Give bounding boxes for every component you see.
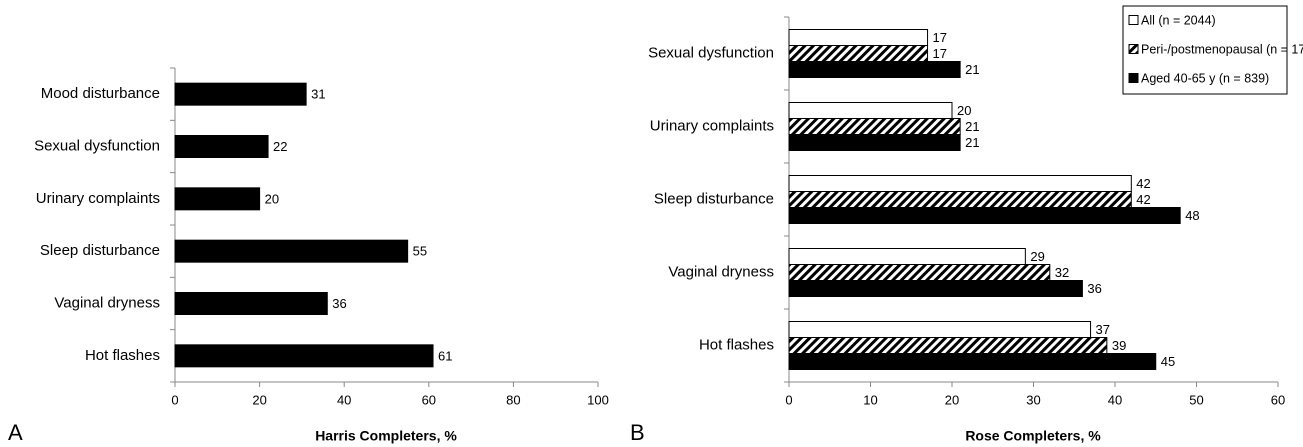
legend-label: Aged 40-65 y (n = 839) [1141, 71, 1269, 85]
bar [174, 135, 269, 158]
bar [788, 248, 1026, 265]
value-label: 55 [413, 244, 427, 259]
x-tick-label: 40 [337, 392, 351, 407]
bar [788, 29, 929, 46]
legend-box [1122, 5, 1288, 95]
bar [788, 353, 1157, 370]
x-axis-label: Rose Completers, % [965, 428, 1101, 444]
panel-label: A [8, 420, 23, 445]
legend-swatch [1128, 44, 1139, 54]
category-label: Mood disturbance [41, 85, 160, 102]
bar [788, 102, 953, 119]
bar [788, 175, 1132, 192]
bar [788, 61, 961, 78]
x-tick-label: 0 [785, 392, 792, 407]
x-axis-label: Harris Completers, % [315, 428, 457, 444]
category-label: Urinary complaints [36, 190, 160, 207]
bar [788, 118, 961, 135]
x-tick-label: 20 [945, 392, 959, 407]
value-label: 32 [1055, 265, 1069, 280]
x-tick-label: 10 [863, 392, 877, 407]
x-tick-label: 60 [422, 392, 436, 407]
category-label: Sexual dysfunction [648, 44, 774, 61]
value-label: 21 [965, 119, 979, 134]
bar [788, 264, 1051, 281]
category-label: Urinary complaints [650, 117, 774, 134]
value-label: 29 [1030, 249, 1044, 264]
category-label: Sleep disturbance [654, 190, 774, 207]
value-label: 42 [1136, 192, 1150, 207]
x-tick-label: 0 [171, 392, 178, 407]
category-label: Hot flashes [699, 336, 774, 353]
x-tick-label: 100 [587, 392, 609, 407]
x-tick-label: 30 [1026, 392, 1040, 407]
x-tick-label: 80 [506, 392, 520, 407]
value-label: 17 [933, 46, 947, 61]
bar [788, 321, 1092, 338]
legend-swatch [1128, 15, 1139, 25]
category-label: Vaginal dryness [54, 294, 160, 311]
x-tick-label: 40 [1108, 392, 1122, 407]
value-label: 20 [957, 103, 971, 118]
bar [788, 337, 1108, 354]
x-tick-label: 20 [252, 392, 266, 407]
value-label: 21 [965, 62, 979, 77]
category-label: Sexual dysfunction [34, 137, 160, 154]
value-label: 39 [1112, 338, 1126, 353]
value-label: 36 [1087, 281, 1101, 296]
panel-label: B [630, 420, 645, 445]
category-label: Vaginal dryness [668, 263, 774, 280]
value-label: 21 [965, 135, 979, 150]
bar [788, 280, 1083, 297]
category-label: Hot flashes [85, 347, 160, 364]
value-label: 17 [933, 30, 947, 45]
value-label: 20 [265, 191, 279, 206]
bar [788, 134, 961, 151]
bar [788, 207, 1181, 224]
value-label: 37 [1096, 322, 1110, 337]
category-label: Sleep disturbance [40, 242, 160, 259]
x-tick-label: 50 [1189, 392, 1203, 407]
value-label: 22 [273, 139, 287, 154]
x-tick-label: 60 [1271, 392, 1285, 407]
legend-swatch [1128, 73, 1139, 83]
value-label: 31 [311, 87, 325, 102]
bar [788, 45, 929, 62]
bar [174, 187, 261, 211]
bar [788, 191, 1132, 208]
value-label: 61 [438, 348, 452, 363]
legend-label: Peri-/postmenopausal (n = 1743) [1141, 42, 1303, 56]
value-label: 36 [332, 296, 346, 311]
value-label: 48 [1185, 208, 1199, 223]
bar [174, 344, 434, 368]
value-label: 42 [1136, 176, 1150, 191]
value-label: 45 [1161, 354, 1175, 369]
bar [174, 292, 328, 315]
bar [174, 82, 307, 106]
bar [174, 239, 409, 263]
legend-label: All (n = 2044) [1141, 13, 1216, 27]
